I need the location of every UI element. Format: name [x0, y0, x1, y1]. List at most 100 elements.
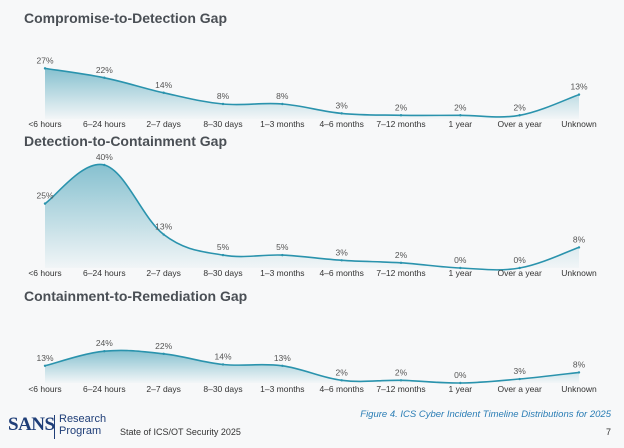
- series-line: [44, 163, 580, 271]
- data-point: [162, 352, 165, 356]
- area-fill: [45, 350, 579, 384]
- area-fill: [45, 164, 579, 270]
- data-point: [459, 381, 462, 385]
- chart-title: Compromise-to-Detection Gap: [24, 10, 228, 26]
- category-label: 1 year: [449, 119, 473, 129]
- category-label: 7–12 months: [376, 384, 425, 394]
- category-label: 2–7 days: [146, 384, 181, 394]
- research-program-label: Research Program: [59, 413, 106, 437]
- data-label: 2%: [514, 102, 527, 112]
- category-label: 1 year: [449, 384, 473, 394]
- data-point: [518, 114, 521, 117]
- data-label: 8%: [217, 91, 230, 101]
- data-point: [103, 350, 106, 353]
- category-label: 8–30 days: [203, 384, 242, 394]
- category-label: 1 year: [449, 268, 473, 278]
- data-point: [43, 67, 47, 70]
- data-label: 25%: [36, 191, 53, 201]
- program-label: Program: [59, 425, 102, 437]
- data-point: [577, 93, 581, 96]
- category-label: <6 hours: [28, 384, 61, 394]
- data-point: [340, 379, 343, 382]
- category-label: 6–24 hours: [83, 119, 126, 129]
- logo-divider: [54, 415, 55, 439]
- data-point: [518, 266, 521, 270]
- data-label: 2%: [395, 250, 408, 260]
- data-label: 8%: [276, 91, 289, 101]
- chart-title: Containment-to-Remediation Gap: [24, 288, 248, 304]
- page-number: 7: [605, 427, 611, 437]
- data-label: 0%: [454, 370, 467, 380]
- chart-panel-containment-to-remediation: Containment-to-Remediation Gap 13% <6 hou…: [24, 288, 614, 400]
- data-point: [43, 202, 47, 205]
- data-label: 13%: [36, 353, 53, 363]
- category-label: Unknown: [561, 384, 597, 394]
- data-point: [281, 102, 284, 106]
- data-point: [399, 379, 403, 382]
- data-point: [281, 253, 284, 257]
- data-label: 2%: [395, 102, 408, 112]
- data-point: [162, 233, 165, 236]
- category-label: 7–12 months: [376, 119, 425, 129]
- data-label: 22%: [155, 341, 172, 351]
- data-point: [340, 112, 343, 115]
- area-chart-containment-to-remediation: 13% <6 hours 24% 6–24 hours 22% 2–7 days 14% 8–…: [28, 338, 597, 394]
- figure-caption: Figure 4. ICS Cyber Incident Timeline Di…: [360, 409, 611, 420]
- data-label: 8%: [573, 359, 586, 369]
- data-point: [518, 377, 521, 381]
- data-label: 3%: [336, 247, 349, 257]
- data-point: [459, 114, 462, 117]
- data-point: [340, 259, 343, 262]
- data-point: [103, 76, 106, 79]
- category-label: 7–12 months: [376, 268, 425, 278]
- data-label: 5%: [276, 242, 289, 252]
- data-label: 40%: [96, 152, 113, 162]
- category-label: 2–7 days: [146, 119, 181, 129]
- data-point: [221, 102, 225, 106]
- category-label: Over a year: [497, 119, 542, 129]
- report-name: State of ICS/OT Security 2025: [120, 427, 241, 437]
- data-label: 2%: [336, 367, 349, 377]
- category-label: 1–3 months: [260, 384, 304, 394]
- category-label: 8–30 days: [203, 119, 242, 129]
- data-point: [221, 363, 225, 366]
- category-label: <6 hours: [28, 119, 61, 129]
- category-label: 4–6 months: [319, 268, 363, 278]
- category-label: 6–24 hours: [83, 384, 126, 394]
- data-label: 2%: [454, 102, 467, 112]
- data-point: [221, 253, 225, 257]
- data-label: 2%: [395, 367, 408, 377]
- data-label: 22%: [96, 65, 113, 75]
- data-label: 8%: [573, 234, 586, 244]
- data-point: [43, 364, 47, 367]
- data-point: [162, 91, 165, 94]
- category-label: Unknown: [561, 268, 597, 278]
- chart-title: Detection-to-Containment Gap: [24, 133, 227, 149]
- category-label: 6–24 hours: [83, 268, 126, 278]
- chart-panel-compromise-to-detection: Compromise-to-Detection Gap 27% <6 hours 2…: [24, 10, 614, 132]
- category-label: Over a year: [497, 268, 542, 278]
- research-label: Research: [59, 413, 107, 425]
- data-label: 24%: [96, 338, 113, 348]
- data-label: 13%: [274, 353, 291, 363]
- area-chart-detection-to-containment: 25% <6 hours 40% 6–24 hours 13% 2–7 days 5% 8–3…: [28, 152, 597, 278]
- category-label: 1–3 months: [260, 119, 304, 129]
- data-label: 13%: [155, 222, 172, 232]
- area-fill: [45, 68, 579, 119]
- category-label: 8–30 days: [203, 268, 242, 278]
- data-label: 14%: [155, 80, 172, 90]
- data-point: [459, 266, 462, 270]
- data-label: 0%: [514, 255, 527, 265]
- category-label: Unknown: [561, 119, 597, 129]
- category-label: 2–7 days: [146, 268, 181, 278]
- series-line: [44, 349, 580, 384]
- data-label: 3%: [336, 100, 349, 110]
- data-point: [399, 261, 403, 265]
- category-label: 4–6 months: [319, 119, 363, 129]
- sans-logo: SANS: [8, 414, 55, 435]
- data-label: 27%: [36, 55, 53, 65]
- data-label: 14%: [214, 351, 231, 361]
- area-chart-compromise-to-detection: 27% <6 hours 22% 6–24 hours 14% 2–7 days 8% 8–3…: [28, 55, 597, 129]
- data-label: 13%: [570, 82, 587, 92]
- series-line: [44, 67, 580, 118]
